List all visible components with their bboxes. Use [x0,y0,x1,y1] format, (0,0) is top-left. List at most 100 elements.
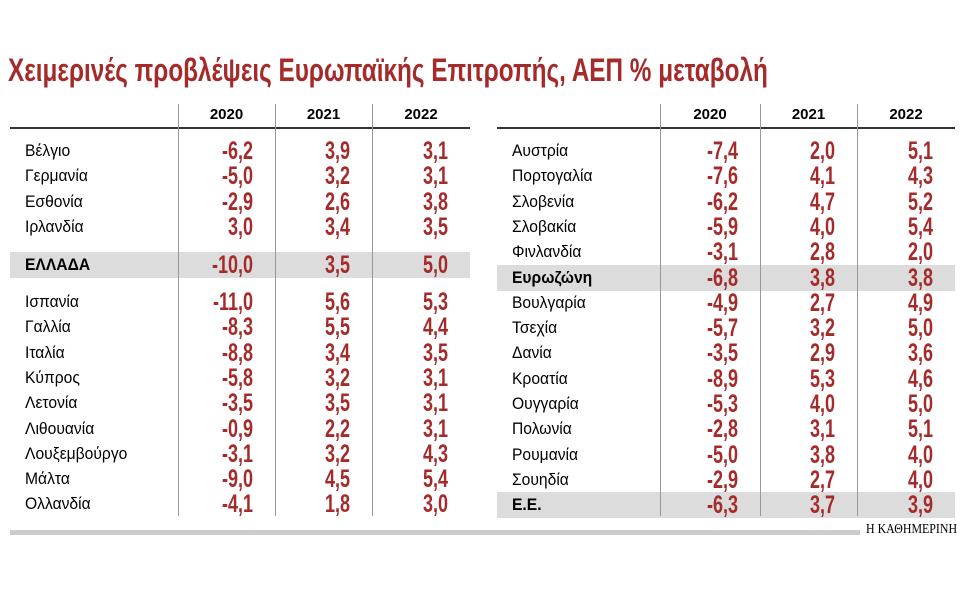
footer-bar [10,530,860,535]
cell-value: 2,0 [907,238,933,267]
row-label: Βέλγιο [25,141,71,160]
cell-value: -4,1 [221,490,253,519]
row-label: Εσθονία [25,191,83,211]
cell-value: 4,0 [907,465,933,494]
column-header: 2022 [889,106,923,123]
cell-value: -5,9 [706,212,738,241]
row-label: Λιθουανία [25,418,95,438]
title: Χειμερινές προβλέψεις Ευρωπαϊκής Επιτροπ… [8,52,768,88]
row-label: Πολωνία [512,419,572,439]
cell-value: 3,1 [422,414,448,443]
row-label: Μάλτα [25,469,70,489]
cell-value: 5,0 [422,251,448,279]
row-label: ΕΛΛΑΔΑ [25,255,91,274]
cell-value: -6,3 [706,491,738,520]
cell-value: -3,1 [221,439,253,468]
row-label: Ουγγαρία [512,394,579,413]
cell-value: 3,5 [422,212,448,241]
row-label: Σλοβενία [512,191,575,211]
cell-value: -4,9 [706,288,738,317]
column-header: 2022 [404,106,438,123]
cell-value: 1,8 [324,490,350,519]
cell-value: 2,2 [324,414,350,443]
cell-value: 3,2 [324,363,350,392]
cell-value: 3,2 [809,314,835,343]
row-label: Λετονία [25,393,78,413]
cell-value: -2,8 [706,415,738,444]
cell-value: -5,7 [706,314,738,343]
cell-value: 5,4 [422,465,448,494]
cell-value: -6,2 [706,187,738,216]
row-label: Αυστρία [512,141,569,160]
cell-value: 5,1 [907,137,933,165]
column-divider [857,104,858,516]
cell-value: 4,9 [907,288,933,317]
cell-value: 3,8 [809,440,835,469]
cell-value: 5,2 [907,187,933,216]
cell-value: 3,7 [809,491,835,520]
cell-value: -5,0 [221,162,253,191]
cell-value: 4,0 [907,440,933,469]
cell-value: -6,8 [706,263,738,292]
cell-value: 3,9 [907,491,933,520]
cell-value: -2,9 [221,187,253,216]
row-label: Πορτογαλία [512,166,593,186]
cell-value: -10,0 [211,251,253,279]
row-label: Γαλλία [25,317,71,337]
cell-value: 5,0 [907,314,933,343]
column-divider [372,104,373,516]
cell-value: 2,9 [809,339,835,368]
row-label: Ε.Ε. [512,495,542,515]
cell-value: 2,7 [809,465,835,494]
cell-value: -3,1 [706,238,738,267]
cell-value: 3,0 [227,212,253,241]
cell-value: 4,0 [809,390,835,418]
cell-value: -8,8 [221,338,253,367]
row-label: Ιταλία [25,342,65,362]
cell-value: -7,4 [706,137,738,165]
cell-value: 2,6 [324,187,350,216]
row-label: Φινλανδία [512,242,582,262]
column-header: 2021 [306,106,341,123]
column-divider [760,104,761,516]
cell-value: -11,0 [212,288,253,316]
row-label: Σλοβακία [512,216,577,236]
cell-value: -5,3 [706,390,738,418]
cell-value: -3,5 [221,389,253,418]
row-label: Ρουμανία [512,444,579,464]
row-label: Ολλανδία [25,494,91,514]
cell-value: 5,4 [907,212,933,241]
cell-value: 5,3 [809,364,835,393]
cell-value: -5,8 [221,363,253,392]
cell-value: 2,8 [809,238,835,267]
cell-value: 5,0 [907,390,933,418]
cell-value: 3,5 [422,338,448,367]
cell-value: 3,1 [809,415,835,444]
cell-value: 4,6 [907,364,933,393]
row-label: Ιρλανδία [25,216,84,236]
cell-value: 2,0 [809,137,835,165]
cell-value: 2,7 [809,288,835,317]
row-highlight [10,252,470,278]
cell-value: -2,9 [706,465,738,494]
row-label: Κροατία [512,368,568,388]
cell-value: -8,9 [706,364,738,393]
column-divider [660,104,661,516]
cell-value: 3,8 [422,187,448,216]
column-divider [178,104,179,516]
cell-value: -6,2 [221,137,253,165]
row-label: Γερμανία [25,166,88,186]
row-label: Βουλγαρία [512,292,586,312]
cell-value: 3,2 [324,162,350,191]
cell-value: 5,1 [907,415,933,444]
cell-value: 3,1 [422,162,448,191]
column-header: 2020 [209,106,244,123]
cell-value: 3,2 [324,439,350,468]
cell-value: 5,3 [422,288,448,316]
cell-value: 3,8 [907,263,933,292]
column-divider [275,104,276,516]
row-highlight [497,264,955,291]
row-label: Λουξεμβούργο [25,443,128,463]
cell-value: 3,1 [422,137,448,165]
cell-value: 4,3 [907,162,933,191]
